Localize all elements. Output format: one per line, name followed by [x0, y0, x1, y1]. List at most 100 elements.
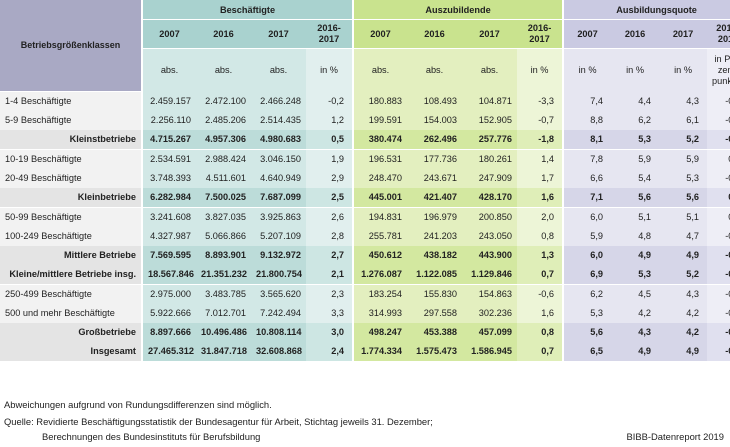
data-table: Betriebsgrößenklassen Beschäftigte Auszu… — [0, 0, 730, 361]
table-cell: 255.781 — [352, 226, 408, 246]
table-cell: 31.847.718 — [196, 341, 251, 361]
table-cell: 3.241.608 — [141, 207, 196, 227]
table-cell: 2.466.248 — [251, 91, 306, 111]
table-cell: 247.909 — [462, 168, 518, 188]
year-header: 2017 — [659, 19, 708, 49]
year-header: 2016 — [407, 19, 463, 49]
table-cell: 4,5 — [611, 284, 660, 304]
table-row: Kleine/mittlere Betriebe insg. 18.567.846… — [0, 264, 730, 285]
table-cell: 5.922.666 — [141, 303, 196, 323]
table-cell: 5,6 — [562, 322, 612, 342]
table-cell: 5,3 — [562, 303, 612, 323]
table-cell: 7.012.701 — [196, 303, 251, 323]
table-cell: 10.808.114 — [251, 322, 306, 342]
year-header: 2016- 2017 — [306, 19, 354, 49]
table-row: 100-249 Beschäftigte 4.327.987 5.066.866 5.… — [0, 226, 730, 246]
table-cell: 257.776 — [462, 129, 518, 150]
table-cell: 5,9 — [659, 149, 708, 169]
table-cell: 5,2 — [659, 264, 708, 285]
table-cell: 1.774.334 — [352, 341, 408, 361]
table-cell: 1,2 — [306, 110, 354, 130]
unit-header: abs. — [141, 48, 196, 91]
table-cell: 2.459.157 — [141, 91, 196, 111]
unit-header: in % — [659, 48, 708, 91]
table-cell: -0,1 — [707, 91, 730, 111]
table-cell: -1,8 — [517, 129, 564, 150]
row-label: Kleinbetriebe — [0, 187, 142, 208]
unit-header: in % — [562, 48, 612, 91]
year-header: 2017 — [462, 19, 518, 49]
table-cell: 314.993 — [352, 303, 408, 323]
table-cell: 155.830 — [407, 284, 463, 304]
table-cell: 4,7 — [659, 226, 708, 246]
table-cell: 104.871 — [462, 91, 518, 111]
table-cell: 5.066.866 — [196, 226, 251, 246]
table-row: Insgesamt 27.465.312 31.847.718 32.608.868 2… — [0, 341, 730, 361]
row-label: Großbetriebe — [0, 322, 142, 342]
table-cell: 5,1 — [611, 207, 660, 227]
table-cell: 6,2 — [562, 284, 612, 304]
table-cell: 4.715.267 — [141, 129, 196, 150]
group-header-auszubildende: Auszubildende — [352, 0, 564, 20]
row-label: 10-19 Beschäftigte — [0, 149, 142, 169]
table-cell: 4.327.987 — [141, 226, 196, 246]
table-cell: 3.748.393 — [141, 168, 196, 188]
table-cell: 262.496 — [407, 129, 463, 150]
table-cell: 180.883 — [352, 91, 408, 111]
table-row: 10-19 Beschäftigte 2.534.591 2.988.424 3.04… — [0, 149, 730, 169]
table-cell: 154.863 — [462, 284, 518, 304]
table-cell: 1,3 — [517, 245, 564, 265]
table-cell: 1.586.945 — [462, 341, 518, 361]
table-cell: 5,4 — [611, 168, 660, 188]
year-header: 2007 — [141, 19, 196, 49]
table-cell: 1,6 — [517, 303, 564, 323]
year-header: 2007 — [352, 19, 408, 49]
table-cell: -0,1 — [707, 226, 730, 246]
table-cell: 4,3 — [659, 91, 708, 111]
table-cell: 4,3 — [659, 284, 708, 304]
table-cell: 302.236 — [462, 303, 518, 323]
table-cell: 5,9 — [562, 226, 612, 246]
table-cell: -0,1 — [707, 129, 730, 150]
row-label: 250-499 Beschäftigte — [0, 284, 142, 304]
table-cell: -0,7 — [517, 110, 564, 130]
table-cell: 2,5 — [306, 187, 354, 208]
table-cell: 5,9 — [611, 149, 660, 169]
footnote: Abweichungen aufgrund von Rundungsdiffer… — [4, 399, 272, 410]
table-cell: 3.483.785 — [196, 284, 251, 304]
table-cell: 27.465.312 — [141, 341, 196, 361]
table-cell: 1.575.473 — [407, 341, 463, 361]
table-cell: 1,9 — [306, 149, 354, 169]
table-cell: 6.282.984 — [141, 187, 196, 208]
table-cell: 498.247 — [352, 322, 408, 342]
row-label: 1-4 Beschäftigte — [0, 90, 142, 111]
row-label: Kleine/mittlere Betriebe insg. — [0, 264, 142, 285]
table-cell: 1,4 — [517, 149, 564, 169]
table-cell: 2,4 — [306, 341, 354, 361]
table-cell: 6,0 — [562, 245, 612, 265]
table-cell: 1,6 — [517, 187, 564, 208]
table-cell: 380.474 — [352, 129, 408, 150]
row-label: Kleinstbetriebe — [0, 129, 142, 150]
table-cell: 4.980.683 — [251, 129, 306, 150]
table-row: Kleinstbetriebe 4.715.267 4.957.306 4.980.6… — [0, 129, 730, 150]
row-label: Insgesamt — [0, 341, 142, 361]
table-cell: 457.099 — [462, 322, 518, 342]
credit: BIBB-Datenreport 2019 — [626, 431, 724, 442]
row-label: 500 und mehr Beschäftigte — [0, 303, 142, 323]
table-row: Mittlere Betriebe 7.569.595 8.893.901 9.132… — [0, 245, 730, 265]
table-cell: 2,8 — [306, 226, 354, 246]
table-cell: 2.472.100 — [196, 91, 251, 111]
table-cell: 180.261 — [462, 149, 518, 169]
table-cell: -0,1 — [707, 264, 730, 285]
table-cell: 199.591 — [352, 110, 408, 130]
table-cell: -0,6 — [517, 284, 564, 304]
unit-header: abs. — [352, 48, 408, 91]
source-line-2: Berechnungen des Bundesinstituts für Ber… — [42, 431, 261, 442]
row-label: 100-249 Beschäftigte — [0, 226, 142, 246]
table-cell: 3.925.863 — [251, 207, 306, 227]
table-cell: 8,1 — [562, 129, 612, 150]
unit-header: in % — [611, 48, 660, 91]
table-cell: -0,1 — [707, 284, 730, 304]
table-cell: 4,9 — [611, 245, 660, 265]
